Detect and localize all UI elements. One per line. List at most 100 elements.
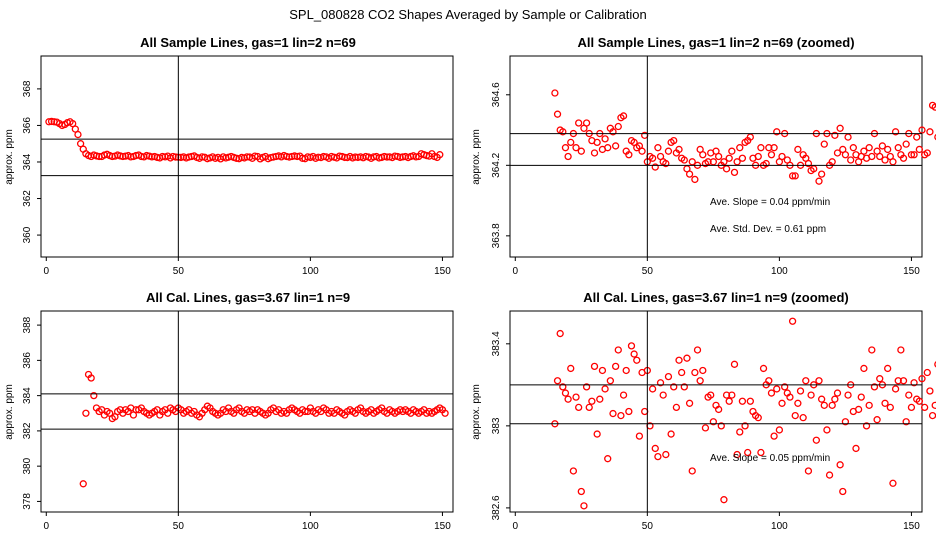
data-point	[714, 152, 723, 161]
data-point	[625, 407, 633, 416]
data-point	[905, 391, 913, 399]
data-point	[662, 450, 670, 459]
data-point	[604, 455, 612, 463]
panel-title: All Sample Lines, gas=1 lin=2 n=69	[140, 35, 356, 50]
y-tick-label: 360	[22, 226, 33, 243]
data-point	[598, 366, 607, 375]
panel-sample-lines: All Sample Lines, gas=1 lin=2 n=69 appro…	[4, 35, 454, 277]
data-point	[746, 133, 754, 141]
data-point	[659, 391, 667, 399]
data-point	[862, 422, 871, 430]
data-point	[754, 414, 762, 422]
x-tick-label: 0	[513, 266, 519, 277]
data-point	[868, 152, 876, 161]
data-point	[765, 377, 773, 385]
data-point	[926, 387, 934, 395]
data-point	[82, 409, 90, 417]
data-point	[794, 145, 802, 154]
data-point	[910, 379, 918, 387]
data-point	[812, 436, 821, 444]
y-tick-label: 388	[22, 316, 33, 333]
data-point	[728, 147, 736, 155]
plot-frame	[509, 310, 923, 513]
y-axis-label: approx. ppm	[471, 129, 482, 185]
data-point	[807, 391, 815, 399]
data-point	[593, 138, 601, 147]
y-tick-label: 364.6	[491, 82, 502, 107]
data-point	[614, 346, 622, 354]
axes: 0 50 100 150 378 380 382 384 386 388	[22, 311, 453, 532]
data-point	[902, 140, 910, 148]
data-points	[551, 317, 936, 510]
data-point	[757, 448, 765, 457]
data-point	[804, 159, 813, 168]
data-points	[551, 89, 936, 185]
data-point	[553, 377, 562, 385]
y-tick-label: 383.4	[491, 331, 502, 356]
axes: 0 50 100 150 363.8 364.2 364.6	[491, 56, 922, 277]
data-point	[794, 399, 802, 407]
y-tick-label: 362	[22, 190, 33, 207]
data-point	[915, 397, 924, 405]
data-point	[762, 159, 770, 168]
y-axis-label: approx. ppm	[4, 384, 15, 440]
panel-title: All Cal. Lines, gas=3.67 lin=1 n=9 (zoom…	[583, 290, 849, 305]
data-point	[915, 145, 924, 154]
data-point	[90, 391, 98, 400]
data-point	[561, 144, 570, 152]
data-point	[701, 424, 710, 432]
data-point	[844, 391, 852, 399]
data-point	[582, 383, 591, 391]
data-point	[786, 393, 794, 401]
data-point	[664, 372, 673, 381]
data-point	[889, 158, 897, 166]
data-point	[722, 165, 731, 173]
data-point	[799, 414, 807, 422]
data-point	[383, 153, 391, 161]
data-point	[934, 361, 936, 368]
data-point	[691, 368, 699, 377]
data-point	[688, 467, 696, 475]
data-point	[934, 133, 936, 141]
data-point	[757, 144, 765, 152]
data-point	[654, 144, 662, 152]
data-point	[910, 151, 918, 159]
data-point	[561, 389, 570, 397]
data-point	[441, 409, 449, 417]
data-point	[923, 368, 931, 377]
data-point	[675, 356, 683, 364]
y-tick-label: 384	[22, 387, 33, 404]
panel-title: All Cal. Lines, gas=3.67 lin=1 n=9	[146, 290, 350, 305]
data-point	[802, 377, 810, 385]
data-point	[865, 144, 873, 152]
data-point	[635, 432, 644, 440]
data-point	[728, 391, 736, 399]
data-point	[733, 158, 741, 166]
data-point	[791, 172, 799, 180]
data-point	[923, 149, 931, 157]
data-point	[559, 383, 567, 391]
x-tick-label: 150	[903, 521, 920, 532]
x-tick-label: 0	[44, 266, 50, 277]
data-point	[617, 411, 625, 420]
axes: 0 50 100 150 360 362 364 366 368	[22, 56, 453, 277]
panel-sample-lines-zoomed: All Sample Lines, gas=1 lin=2 n=69 (zoom…	[471, 35, 936, 277]
data-point	[720, 158, 728, 166]
data-point	[569, 467, 578, 475]
data-point	[572, 144, 580, 152]
data-point	[836, 461, 844, 469]
data-point	[836, 124, 844, 132]
data-point	[775, 426, 784, 434]
data-point	[870, 383, 879, 391]
data-point	[931, 401, 936, 409]
y-tick-label: 378	[22, 493, 33, 510]
data-point	[788, 317, 797, 325]
data-point	[918, 126, 926, 134]
data-point	[575, 119, 583, 127]
data-point	[873, 416, 881, 424]
data-point	[844, 133, 852, 141]
data-point	[815, 177, 823, 185]
x-tick-label: 100	[771, 266, 788, 277]
data-points	[45, 117, 444, 163]
data-point	[828, 158, 836, 166]
